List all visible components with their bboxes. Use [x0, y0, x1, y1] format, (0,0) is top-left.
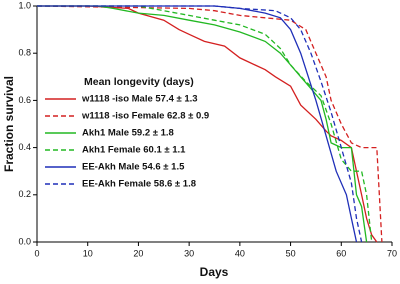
y-tick-label: 0.6 [18, 95, 31, 105]
survival-line [37, 5, 368, 243]
y-tick-label: 0.2 [18, 189, 31, 199]
x-tick-label: 10 [83, 248, 93, 258]
survival-line [36, 5, 383, 243]
survival-line [37, 5, 363, 243]
legend-title: Mean longevity (days) [84, 76, 194, 88]
y-tick-label: 1.0 [18, 0, 31, 10]
y-tick-label: 0.4 [18, 142, 31, 152]
legend-label: EE-Akh Male 54.6 ± 1.5 [82, 162, 185, 173]
y-axis-title: Fraction survival [2, 76, 16, 172]
survival-line [37, 5, 378, 243]
y-tick-label: 0.8 [18, 48, 31, 58]
legend-label: Akh1 Male 59.2 ± 1.8 [82, 128, 174, 139]
legend-label: w1118 -iso Female 62.8 ± 0.9 [81, 111, 209, 122]
x-tick-label: 50 [286, 248, 296, 258]
x-tick-label: 40 [235, 248, 245, 258]
legend-label: w1118 -iso Male 57.4 ± 1.3 [81, 94, 198, 105]
x-tick-label: 20 [133, 248, 143, 258]
survival-line [37, 5, 358, 243]
survival-line [37, 5, 373, 243]
x-tick-label: 60 [336, 248, 346, 258]
x-tick-label: 0 [34, 248, 39, 258]
x-tick-label: 30 [184, 248, 194, 258]
y-tick-label: 0.0 [18, 236, 31, 246]
legend-label: EE-Akh Female 58.6 ± 1.8 [82, 179, 196, 190]
x-tick-label: 70 [387, 248, 397, 258]
legend-label: Akh1 Female 60.1 ± 1.1 [82, 145, 186, 156]
x-axis-title: Days [200, 265, 229, 279]
